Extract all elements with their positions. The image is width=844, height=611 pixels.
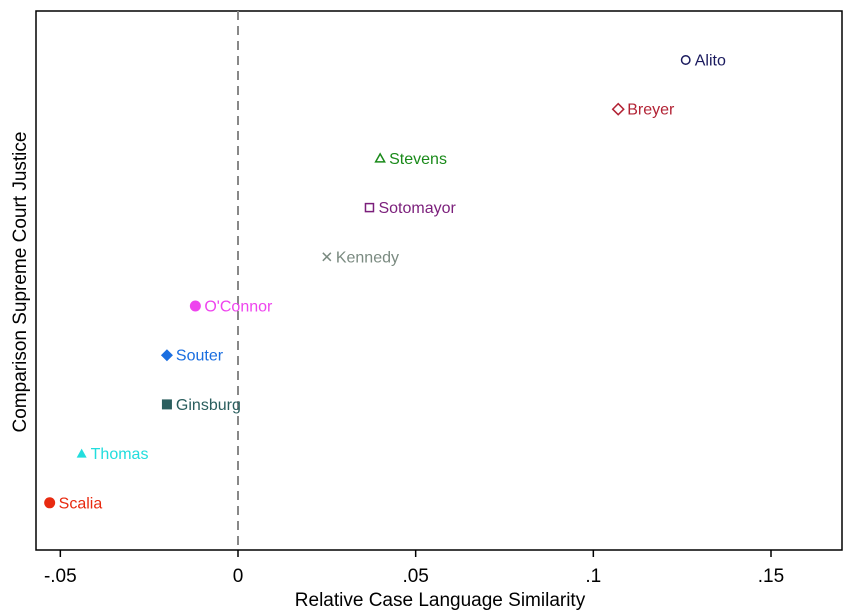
point-label: Breyer — [627, 102, 675, 119]
plot-frame — [35, 10, 843, 551]
point-label: O'Connor — [204, 299, 273, 316]
point-kennedy: Kennedy — [322, 249, 399, 266]
x-tick-label: .05 — [402, 566, 428, 587]
point-marker — [161, 399, 172, 410]
x-axis-title: Relative Case Language Similarity — [295, 590, 586, 611]
data-points: Alito Breyer Stevens Sotomayor Kennedy O'Conn… — [44, 53, 726, 512]
point-marker — [374, 152, 386, 163]
point-alito: Alito — [680, 53, 726, 70]
point-label: Kennedy — [336, 249, 399, 266]
point-label: Ginsburg — [176, 397, 241, 414]
point-marker — [189, 300, 201, 312]
point-sotomayor: Sotomayor — [364, 200, 457, 217]
point-marker — [322, 252, 332, 262]
x-tick-label: .1 — [585, 566, 601, 587]
point-oconnor: O'Connor — [189, 299, 273, 316]
point-label: Alito — [695, 53, 726, 70]
point-label: Thomas — [91, 446, 149, 463]
x-tick-label: .15 — [758, 566, 784, 587]
x-tick-label: 0 — [233, 566, 244, 587]
point-breyer: Breyer — [611, 102, 675, 119]
point-marker — [680, 55, 691, 65]
point-marker — [76, 448, 87, 458]
y-axis-title: Comparison Supreme Court Justice — [10, 132, 31, 433]
point-marker — [44, 497, 56, 509]
point-souter: Souter — [160, 348, 224, 365]
point-label: Sotomayor — [378, 200, 456, 217]
x-tick-label: -.05 — [44, 566, 77, 587]
point-marker — [160, 349, 173, 362]
point-stevens: Stevens — [374, 151, 447, 168]
point-marker — [611, 102, 625, 116]
point-thomas: Thomas — [76, 446, 149, 463]
x-axis-ticks: -.05 0 .05 .1 .15 — [44, 550, 784, 587]
point-label: Stevens — [389, 151, 447, 168]
point-label: Souter — [176, 348, 224, 365]
point-scalia: Scalia — [44, 495, 102, 512]
point-marker — [364, 202, 375, 213]
point-ginsburg: Ginsburg — [161, 397, 241, 414]
point-label: Scalia — [59, 495, 103, 512]
